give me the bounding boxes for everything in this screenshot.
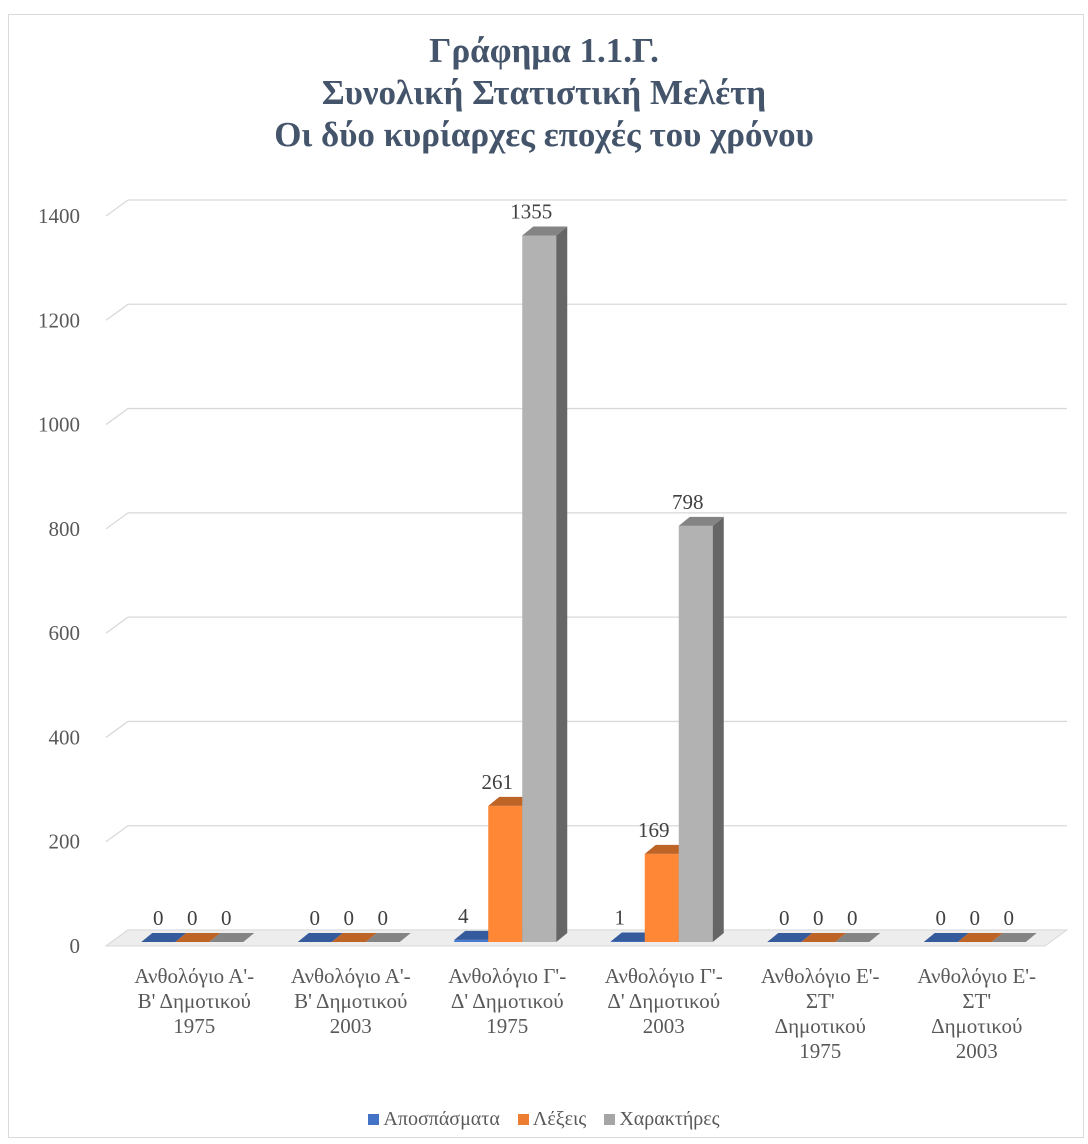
bar-side-3-2 [712,516,724,942]
x-tick-label-1-1: Β' Δημοτικού [294,989,407,1013]
chart-title-line-2: Συνολική Στατιστική Μελέτη [321,73,767,112]
x-tick-label-2-0: Ανθολόγιο Γ'- [448,964,566,988]
data-label-5-1: 0 [970,906,981,930]
x-tick-label-1-0: Ανθολόγιο Α'- [291,964,411,988]
gridline-depth-2 [105,720,129,738]
legend-swatch-0 [368,1114,380,1125]
bar-front-2-0 [454,939,489,942]
bar-top-5-2 [991,933,1037,942]
y-tick-label-1: 200 [49,830,81,854]
bar-front-3-0 [610,941,645,942]
bar-top-2-2 [522,226,568,236]
chart-title: Γράφημα 1.1.Γ. Συνολική Στατιστική Μελέτ… [0,30,1088,156]
bar-front-2-1 [488,805,523,942]
x-tick-label-5-2: Δημοτικού [931,1014,1022,1038]
data-label-3-1: 169 [638,818,670,842]
data-label-0-2: 0 [221,906,232,930]
x-tick-label-4-3: 1975 [799,1039,841,1063]
data-label-4-2: 0 [847,906,858,930]
x-tick-label-0-2: 1975 [173,1014,215,1038]
data-label-5-0: 0 [936,906,947,930]
bar-top-4-1 [801,933,847,942]
x-tick-label-2-1: Δ' Δημοτικού [451,989,564,1013]
bar-side-2-2 [556,226,568,942]
bar-top-1-0 [297,933,343,942]
bar-top-4-2 [835,933,881,942]
bar-top-0-0 [141,933,187,942]
y-tick-label-7: 1400 [38,204,80,228]
chart-legend: Αποσπάσματα Λέξεις Χαρακτήρες [0,1108,1088,1131]
x-tick-label-5-1: ΣΤ' [962,989,991,1013]
legend-label-2: Χαρακτήρες [619,1108,720,1130]
bar-top-5-1 [957,933,1003,942]
data-label-0-0: 0 [153,906,164,930]
data-label-0-1: 0 [187,906,198,930]
bar-top-5-0 [923,933,969,942]
bar-top-2-0 [454,930,500,940]
data-label-1-1: 0 [344,906,355,930]
data-label-2-1: 261 [482,770,514,794]
legend-label-0: Αποσπάσματα [383,1108,500,1130]
data-label-5-2: 0 [1004,906,1015,930]
bar-front-3-2 [678,525,713,942]
x-tick-label-3-1: Δ' Δημοτικού [607,989,720,1013]
data-label-2-2: 1355 [510,199,552,223]
bar-top-3-2 [678,516,724,526]
legend-item-1: Λέξεις [517,1108,587,1131]
legend-swatch-1 [517,1114,529,1125]
x-tick-label-1-2: 2003 [330,1014,372,1038]
x-tick-label-4-0: Ανθολόγιο Ε'- [761,964,880,988]
bar-top-0-2 [209,933,255,942]
legend-swatch-2 [604,1114,616,1125]
gridline-depth-3 [105,616,129,634]
y-tick-label-5: 1000 [38,413,80,437]
data-label-1-0: 0 [310,906,321,930]
x-tick-label-4-1: ΣΤ' [806,989,835,1013]
bar-front-2-2 [522,235,557,942]
y-tick-label-0: 0 [70,934,81,958]
bar-top-3-1 [644,844,690,854]
x-tick-label-2-2: 1975 [486,1014,528,1038]
legend-label-1: Λέξεις [532,1108,587,1130]
y-tick-label-3: 600 [49,621,81,645]
x-tick-label-5-0: Ανθολόγιο Ε'- [917,964,1036,988]
gridline-depth-5 [105,408,129,426]
y-tick-label-6: 1200 [38,308,80,332]
x-tick-label-3-2: 2003 [643,1014,685,1038]
data-label-4-0: 0 [779,906,790,930]
bar-top-2-1 [488,796,534,806]
chart-title-line-3: Οι δύο κυρίαρχες εποχές του χρόνου [274,115,814,154]
x-tick-label-4-2: Δημοτικού [775,1014,866,1038]
gridline-depth-4 [105,512,129,530]
x-tick-label-0-0: Ανθολόγιο Α'- [134,964,254,988]
bar-front-3-1 [644,853,679,942]
x-tick-label-5-3: 2003 [956,1039,998,1063]
gridline-depth-7 [105,199,129,217]
data-label-2-0: 4 [458,904,469,928]
data-label-1-2: 0 [378,906,389,930]
gridline-depth-6 [105,303,129,321]
x-tick-label-0-1: Β' Δημοτικού [138,989,251,1013]
data-label-3-2: 798 [672,490,704,514]
bar-top-1-1 [331,933,377,942]
bar-top-1-2 [365,933,411,942]
legend-item-2: Χαρακτήρες [604,1108,720,1131]
bar-top-0-1 [175,933,221,942]
gridline-depth-1 [105,825,129,843]
legend-item-0: Αποσπάσματα [368,1108,500,1131]
bar-top-4-0 [767,933,813,942]
y-tick-label-2: 400 [49,725,81,749]
y-tick-label-4: 800 [49,517,81,541]
data-label-4-1: 0 [813,906,824,930]
chart-title-line-1: Γράφημα 1.1.Γ. [429,31,659,70]
x-tick-label-3-0: Ανθολόγιο Γ'- [605,964,723,988]
chart-floor [104,929,1069,947]
bar-top-3-0 [610,932,656,942]
data-label-3-0: 1 [615,905,626,929]
